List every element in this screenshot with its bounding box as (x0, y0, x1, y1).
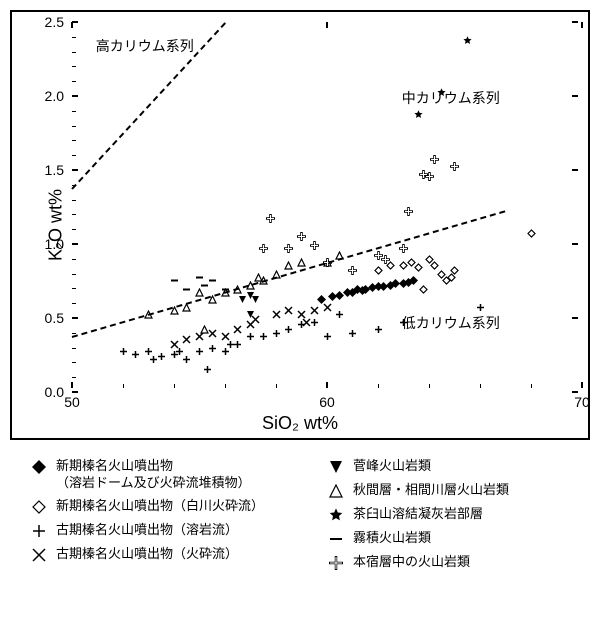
region-label: 低カリウム系列 (402, 313, 500, 333)
legend-item-chausu: 茶臼山溶結凝灰岩部層 (327, 506, 570, 524)
data-point-koki-haruna-lava (348, 325, 357, 343)
data-point-akima-aimagawa (200, 321, 209, 339)
data-point-motojuku (430, 151, 439, 169)
data-point-koki-haruna-pyro (310, 302, 319, 320)
legend-marker-icon (30, 498, 48, 516)
data-point-sugamine (246, 306, 255, 324)
legend-marker-icon (327, 554, 345, 572)
data-point-koki-haruna-pyro (182, 331, 191, 349)
legend-marker-icon (30, 458, 48, 476)
legend-label: 茶臼山溶結凝灰岩部層 (353, 506, 483, 523)
legend-label: 古期榛名火山噴出物（火砕流） (56, 546, 238, 563)
legend-item-shinki-haruna: 新期榛名火山噴出物（溶岩ドーム及び火砕流堆積物） (30, 458, 327, 492)
data-point-koki-haruna-lava (259, 328, 268, 346)
legend-col-right: 菅峰火山岩類秋間層・相間川層火山岩類茶臼山溶結凝灰岩部層霧積火山岩類本宿層中の火… (327, 458, 570, 572)
legend-marker-icon (327, 482, 345, 500)
legend-label: 秋間層・相間川層火山岩類 (353, 482, 509, 499)
data-point-koki-haruna-lava (284, 321, 293, 339)
legend-item-koki-haruna-pyro: 古期榛名火山噴出物（火砕流） (30, 546, 327, 564)
data-point-koki-haruna-lava (119, 343, 128, 361)
data-point-kirizumi (182, 281, 191, 299)
ytick-label: 2.5 (45, 14, 64, 30)
data-point-motojuku (450, 158, 459, 176)
legend-label: 菅峰火山岩類 (353, 458, 431, 475)
data-point-koki-haruna-pyro (284, 302, 293, 320)
data-point-koki-haruna-lava (182, 351, 191, 369)
region-label: 高カリウム系列 (96, 36, 194, 56)
legend-marker-icon (327, 506, 345, 524)
legend-item-motojuku: 本宿層中の火山岩類 (327, 554, 570, 572)
data-point-koki-haruna-lava (203, 361, 212, 379)
ytick-label: 0.5 (45, 310, 64, 326)
data-point-motojuku (259, 240, 268, 258)
legend-item-koki-haruna-lava: 古期榛名火山噴出物（溶岩流） (30, 522, 327, 540)
legend-col-left: 新期榛名火山噴出物（溶岩ドーム及び火砕流堆積物） 新期榛名火山噴出物（白川火砕流）… (30, 458, 327, 572)
legend-marker-icon (30, 522, 48, 540)
legend-item-sugamine: 菅峰火山岩類 (327, 458, 570, 476)
data-point-koki-haruna-pyro (170, 336, 179, 354)
legend-label: 本宿層中の火山岩類 (353, 554, 470, 571)
data-point-motojuku (266, 210, 275, 228)
data-point-motojuku (297, 228, 306, 246)
data-point-koki-haruna-lava (323, 328, 332, 346)
legend-label: 霧積火山岩類 (353, 530, 431, 547)
xtick-label: 60 (319, 394, 335, 410)
legend-marker-icon (327, 530, 345, 548)
legend-marker-icon (327, 458, 345, 476)
chart-area: K₂O wt% SiO₂ wt% 0.00.51.01.52.02.550607… (10, 10, 590, 440)
data-point-koki-haruna-lava (272, 325, 281, 343)
data-point-shinki-haruna (358, 282, 367, 300)
data-point-shinki-haruna-shirakawa (450, 262, 459, 280)
legend-label: 新期榛名火山噴出物（溶岩ドーム及び火砕流堆積物） (56, 458, 251, 492)
legend-label: 新期榛名火山噴出物（白川火砕流） (56, 498, 264, 515)
x-axis-label: SiO₂ wt% (262, 413, 338, 434)
xtick-label: 70 (574, 394, 590, 410)
legend-item-kirizumi: 霧積火山岩類 (327, 530, 570, 548)
legend: 新期榛名火山噴出物（溶岩ドーム及び火砕流堆積物） 新期榛名火山噴出物（白川火砕流）… (10, 450, 590, 580)
data-point-koki-haruna-pyro (208, 325, 217, 343)
data-point-shinki-haruna-shirakawa (419, 281, 428, 299)
data-point-koki-haruna-pyro (272, 306, 281, 324)
data-point-koki-haruna-pyro (221, 328, 230, 346)
data-point-shinki-haruna-shirakawa (414, 259, 423, 277)
xtick-label: 50 (64, 394, 80, 410)
legend-label: 古期榛名火山噴出物（溶岩流） (56, 522, 238, 539)
plot-area (72, 22, 578, 388)
region-label: 中カリウム系列 (402, 88, 500, 108)
data-point-koki-haruna-lava (335, 306, 344, 324)
data-point-motojuku (348, 262, 357, 280)
data-point-koki-haruna-lava (131, 346, 140, 364)
data-point-koki-haruna-lava (157, 348, 166, 366)
data-point-motojuku (310, 237, 319, 255)
ytick-label: 1.0 (45, 236, 64, 252)
data-point-chausu (463, 32, 472, 50)
data-point-chausu (414, 106, 423, 124)
ytick-label: 0.0 (45, 384, 64, 400)
data-point-motojuku (404, 203, 413, 221)
data-point-akima-aimagawa (335, 247, 344, 265)
data-point-motojuku (284, 240, 293, 258)
legend-item-shinki-haruna-shirakawa: 新期榛名火山噴出物（白川火砕流） (30, 498, 327, 516)
legend-marker-icon (30, 546, 48, 564)
data-point-koki-haruna-lava (374, 321, 383, 339)
chart-container: K₂O wt% SiO₂ wt% 0.00.51.01.52.02.550607… (0, 0, 600, 590)
data-point-motojuku (381, 251, 390, 269)
ytick-label: 2.0 (45, 88, 64, 104)
ytick-label: 1.5 (45, 162, 64, 178)
data-point-shinki-haruna-shirakawa (527, 225, 536, 243)
legend-item-akima-aimagawa: 秋間層・相間川層火山岩類 (327, 482, 570, 500)
data-point-kirizumi (170, 272, 179, 290)
data-point-motojuku (425, 168, 434, 186)
data-point-koki-haruna-pyro (323, 299, 332, 317)
data-point-koki-haruna-pyro (233, 321, 242, 339)
data-point-kirizumi (208, 272, 217, 290)
